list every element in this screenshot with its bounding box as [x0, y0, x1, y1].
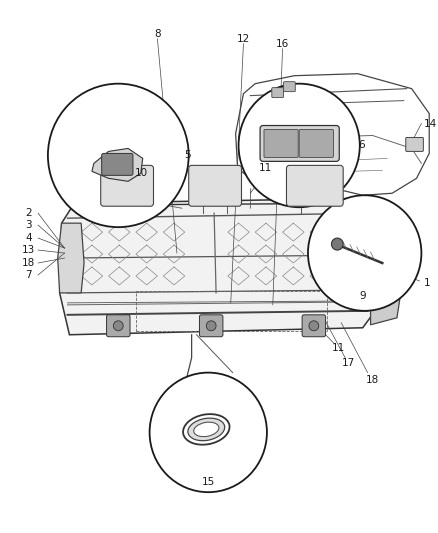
- Ellipse shape: [193, 422, 219, 437]
- Text: 16: 16: [276, 39, 289, 49]
- FancyBboxPatch shape: [188, 165, 241, 206]
- FancyBboxPatch shape: [263, 130, 297, 157]
- Text: 17: 17: [341, 358, 354, 368]
- Text: 4: 4: [25, 233, 32, 243]
- Circle shape: [206, 321, 215, 331]
- Polygon shape: [92, 148, 142, 181]
- Text: 7: 7: [25, 270, 32, 280]
- Text: 3: 3: [25, 220, 32, 230]
- Text: 9: 9: [359, 291, 365, 301]
- Polygon shape: [60, 198, 379, 335]
- FancyBboxPatch shape: [100, 165, 153, 206]
- Text: 10: 10: [134, 168, 147, 179]
- FancyBboxPatch shape: [283, 82, 295, 92]
- Polygon shape: [367, 213, 403, 325]
- Circle shape: [113, 321, 123, 331]
- Text: 14: 14: [422, 118, 436, 128]
- Ellipse shape: [187, 418, 224, 441]
- Text: 12: 12: [236, 34, 250, 44]
- FancyBboxPatch shape: [405, 138, 422, 151]
- Circle shape: [149, 373, 266, 492]
- Circle shape: [308, 321, 318, 331]
- Text: 11: 11: [258, 163, 271, 173]
- FancyBboxPatch shape: [271, 87, 283, 98]
- Circle shape: [238, 84, 359, 207]
- Text: 13: 13: [21, 245, 35, 255]
- Text: 2: 2: [25, 208, 32, 218]
- Text: 1: 1: [422, 278, 429, 288]
- Text: 5: 5: [184, 150, 190, 160]
- FancyBboxPatch shape: [259, 125, 339, 161]
- Polygon shape: [57, 223, 84, 293]
- Text: 6: 6: [357, 140, 364, 150]
- FancyBboxPatch shape: [102, 154, 133, 175]
- FancyBboxPatch shape: [301, 315, 325, 337]
- Text: 11: 11: [331, 343, 344, 353]
- FancyBboxPatch shape: [199, 315, 223, 337]
- Text: 15: 15: [201, 477, 214, 487]
- FancyBboxPatch shape: [106, 315, 130, 337]
- Text: 18: 18: [21, 258, 35, 268]
- Circle shape: [48, 84, 188, 227]
- FancyBboxPatch shape: [299, 130, 332, 157]
- Circle shape: [307, 195, 420, 311]
- Text: 18: 18: [365, 375, 378, 385]
- FancyBboxPatch shape: [286, 165, 343, 206]
- Text: 8: 8: [154, 29, 160, 39]
- Circle shape: [331, 238, 343, 250]
